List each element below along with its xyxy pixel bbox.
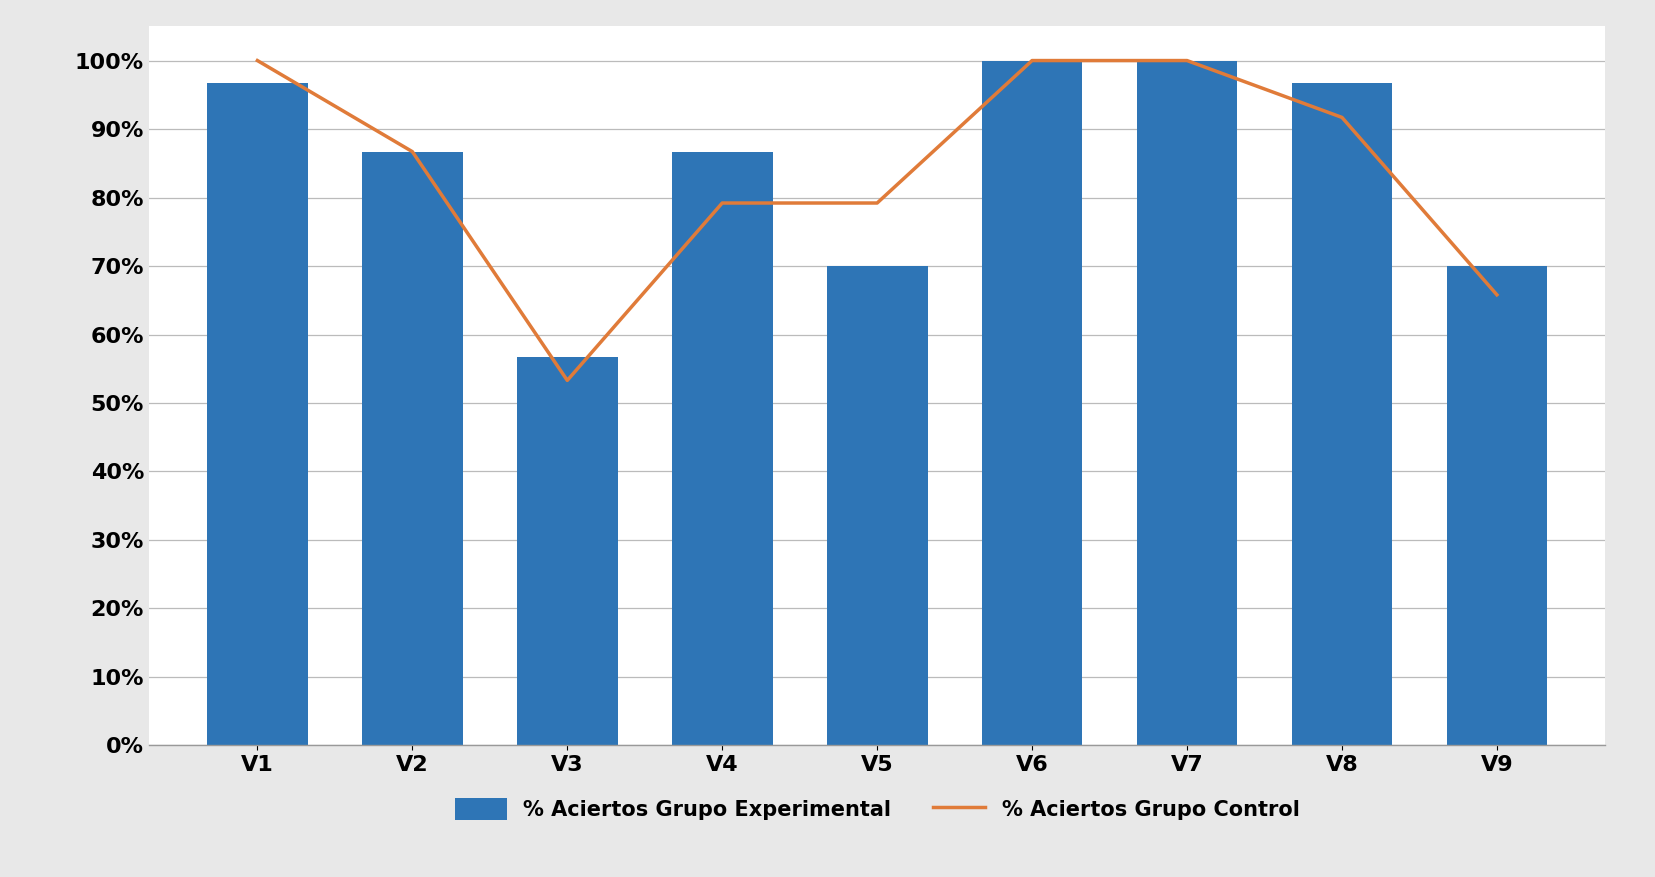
Bar [362,152,463,745]
% Aciertos Grupo Control [712,197,732,208]
Bar [207,83,308,745]
Bar [1291,83,1392,745]
Bar [828,266,927,745]
Bar [672,152,773,745]
Legend: % Aciertos Grupo Experimental, % Aciertos Grupo Control: % Aciertos Grupo Experimental, % Acierto… [447,790,1307,829]
% Aciertos Grupo Control [1177,55,1197,66]
% Aciertos Grupo Control [558,375,578,386]
Line: % Aciertos Grupo Control: % Aciertos Grupo Control [258,61,1496,381]
Bar [516,357,617,745]
Bar [981,61,1082,745]
% Aciertos Grupo Control [402,146,422,157]
% Aciertos Grupo Control [1486,289,1506,300]
% Aciertos Grupo Control [1023,55,1043,66]
% Aciertos Grupo Control [248,55,268,66]
Bar [1446,266,1547,745]
% Aciertos Grupo Control [1332,112,1352,123]
% Aciertos Grupo Control [867,197,887,208]
Bar [1137,61,1238,745]
